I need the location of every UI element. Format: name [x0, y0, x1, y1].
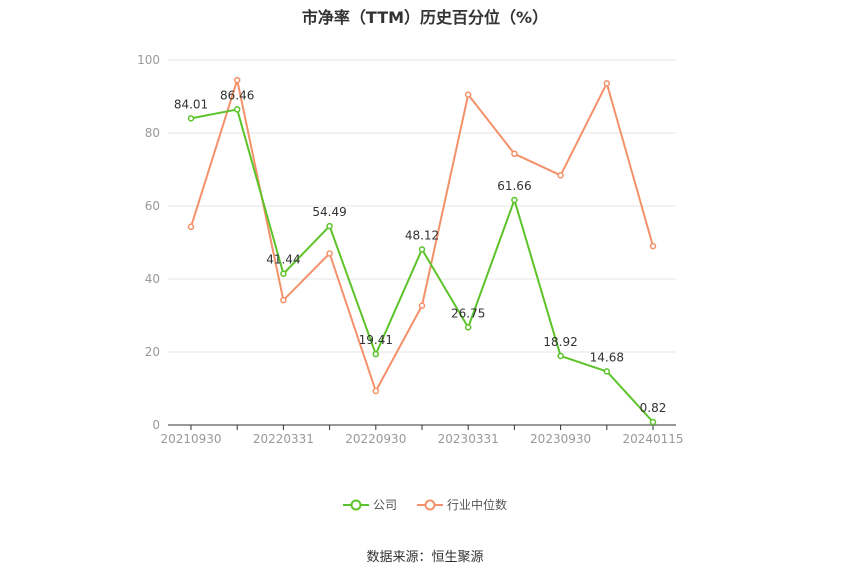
- series-line: [190, 108, 654, 423]
- x-tick-label: 20230930: [530, 432, 591, 446]
- x-tick-label: 20210930: [160, 432, 221, 446]
- legend-line-green-icon: [342, 499, 369, 510]
- data-label: 54.49: [312, 205, 346, 219]
- x-tick-label: 20220930: [345, 432, 406, 446]
- data-point: [557, 352, 564, 360]
- y-tick-label: 40: [145, 272, 160, 286]
- x-tick-label: 20230331: [438, 432, 499, 446]
- legend-line-orange-icon: [417, 499, 443, 510]
- data-point: [603, 80, 611, 87]
- data-point: [372, 387, 380, 395]
- data-point: [326, 250, 333, 257]
- legend-label-industry-median: 行业中位数: [447, 498, 508, 512]
- y-tick-label: 100: [137, 53, 160, 67]
- data-label: 61.66: [497, 179, 531, 193]
- y-tick-label: 60: [145, 199, 160, 213]
- data-point: [418, 302, 426, 309]
- data-label: 41.44: [266, 253, 300, 267]
- data-point: [326, 222, 333, 230]
- data-point: [187, 223, 195, 231]
- x-tick-label: 20220331: [253, 432, 314, 446]
- legend-label-company: 公司: [372, 498, 397, 512]
- data-label: 19.41: [359, 333, 393, 347]
- data-point: [464, 91, 472, 98]
- legend-item-industry-median[interactable]: 行业中位数: [417, 496, 507, 513]
- data-label: 26.75: [451, 306, 485, 320]
- data-label: 18.92: [543, 335, 577, 349]
- data-point: [603, 368, 611, 375]
- data-point: [511, 196, 518, 204]
- data-point: [187, 115, 195, 122]
- y-tick-label: 0: [152, 418, 160, 432]
- y-tick-label: 80: [145, 126, 160, 140]
- data-label: 86.46: [220, 88, 254, 102]
- chart-title: 市净率（TTM）历史百分位（%）: [301, 8, 549, 27]
- y-tick-label: 20: [145, 345, 160, 359]
- data-point: [280, 270, 287, 277]
- data-point: [233, 106, 241, 113]
- data-label: 48.12: [405, 228, 439, 242]
- data-point: [649, 242, 657, 250]
- data-point: [464, 324, 472, 331]
- data-point: [233, 76, 241, 84]
- data-point: [557, 172, 564, 179]
- data-label: 0.82: [640, 401, 667, 415]
- data-source: 数据来源：恒生聚源: [366, 550, 484, 565]
- data-point: [418, 246, 426, 253]
- x-tick-label: 20240115: [622, 432, 683, 446]
- data-point: [649, 418, 657, 426]
- data-label: 14.68: [590, 350, 624, 364]
- data-point: [372, 350, 380, 358]
- data-point: [511, 150, 518, 158]
- legend: 公司 行业中位数: [0, 496, 850, 513]
- data-label: 84.01: [174, 97, 208, 111]
- data-point: [280, 296, 287, 304]
- legend-item-company[interactable]: 公司: [342, 496, 397, 513]
